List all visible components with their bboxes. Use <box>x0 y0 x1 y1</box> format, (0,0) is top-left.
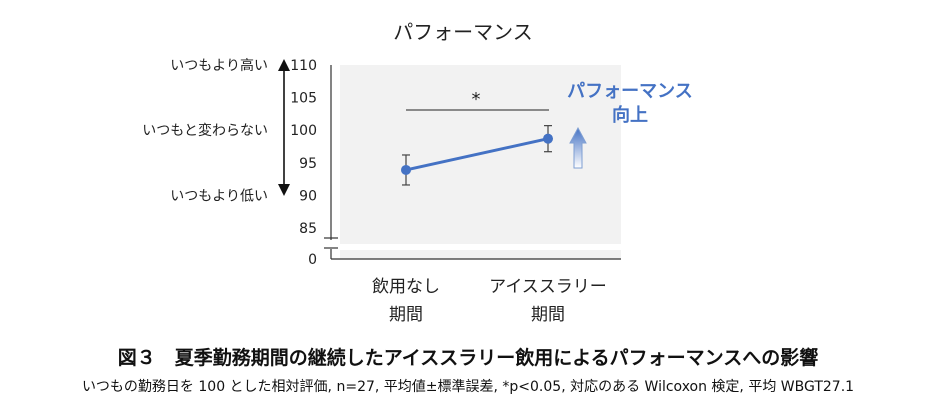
y-tick-label: 110 <box>290 58 317 74</box>
scale-arrow-up <box>278 59 290 71</box>
figure-caption-title: 図３ 夏季勤務期間の継続したアイススラリー飲用によるパフォーマンスへの影響 <box>117 347 819 369</box>
improvement-arrow-icon <box>569 126 587 169</box>
plot-background-lower <box>340 250 621 259</box>
y-tick-label: 100 <box>290 123 317 139</box>
y-tick-label: 85 <box>299 221 317 237</box>
y-annotation: いつもと変わらない <box>142 122 268 139</box>
series-line <box>405 137 549 172</box>
data-point <box>401 164 411 175</box>
data-point <box>543 133 553 144</box>
chart-title: パフォーマンス <box>393 20 533 44</box>
y-annotation: いつもより高い <box>170 57 268 74</box>
y-tick-label: 90 <box>299 188 317 204</box>
x-tick-label: 期間 <box>389 305 423 325</box>
plot-area: 0 85 90 95 100 105 110 いつもより高いいつもと変わらないいつもより低い飲… <box>142 57 693 325</box>
x-tick-label: 期間 <box>531 305 565 325</box>
highlight-label: パフォーマンス <box>567 81 693 102</box>
highlight-label: 向上 <box>612 104 648 126</box>
figure-caption-note: いつもの勤務日を 100 とした相対評価, n=27, 平均値±標準誤差, *p… <box>81 379 855 395</box>
scale-arrow-down <box>278 184 290 196</box>
x-tick-label: アイススラリー <box>489 277 607 297</box>
significance-star: * <box>472 89 481 110</box>
y-tick-label: 0 <box>308 252 317 268</box>
x-tick-label: 飲用なし <box>372 277 440 297</box>
y-tick-label: 95 <box>299 156 317 172</box>
y-tick-label: 105 <box>290 91 317 107</box>
y-annotation: いつもより低い <box>170 188 268 204</box>
